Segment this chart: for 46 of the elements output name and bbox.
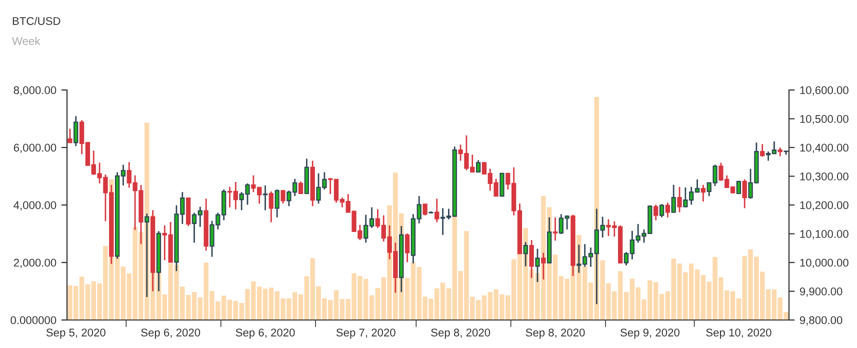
chart-subtitle: Week	[12, 36, 40, 45]
chart-title: BTC/USD	[12, 16, 60, 25]
candlestick	[74, 115, 78, 147]
candlestick	[268, 190, 274, 223]
y2-tick-label: 10,400.00	[800, 144, 848, 153]
candlestick	[552, 216, 558, 242]
x-tick-label: Sep 6, 2020	[236, 328, 295, 339]
candlestick	[742, 178, 747, 209]
candlestick	[700, 184, 706, 202]
x-tick-label: Sep 8, 2020	[431, 328, 490, 339]
candlestick	[298, 180, 304, 195]
x-tick-label: Sep 10, 2020	[706, 328, 772, 339]
y-tick-label: 8,000.00	[14, 86, 56, 96]
y-tick-label: 6,000.00	[14, 144, 56, 153]
y-tick-label: 2,000.00	[14, 258, 56, 268]
candlestick	[68, 128, 72, 144]
y2-tick-label: 10,200.00	[800, 201, 848, 210]
candlestick	[654, 204, 658, 221]
y2-tick-label: 10,000.00	[800, 258, 848, 268]
candlestick	[671, 184, 676, 214]
y2-tick-label: 10,300.00	[800, 172, 848, 182]
candlestick	[541, 252, 546, 280]
y2-tick-label: 10,500.00	[800, 115, 848, 124]
y-tick-label: 0.000000	[10, 316, 56, 324]
x-tick-label: Sep 9, 2020	[620, 328, 680, 339]
candlestick	[476, 159, 481, 173]
candlestick	[422, 203, 428, 216]
candlestick	[280, 189, 286, 204]
candlestick	[274, 188, 280, 218]
y2-tick-label: 10,100.00	[800, 230, 848, 240]
y2-tick-label: 9,900.00	[800, 288, 842, 297]
y2-tick-label: 10,600.00	[800, 86, 848, 96]
x-tick-label: Sep 6, 2020	[141, 328, 200, 339]
candlestick	[760, 143, 765, 158]
y2-tick-label: 9,800.00	[800, 316, 842, 326]
candlestick	[523, 241, 528, 267]
x-tick-label: Sep 5, 2020	[46, 328, 106, 339]
candlestick	[659, 203, 664, 218]
candlestick	[665, 202, 670, 218]
y-tick-label: 4,000.00	[14, 201, 56, 210]
candlestick	[677, 186, 682, 213]
x-tick-label: Sep 8, 2020	[526, 328, 585, 339]
candlestick	[434, 198, 440, 223]
candlestick	[262, 184, 268, 211]
candlestick	[404, 232, 410, 263]
x-tick-label: Sep 7, 2020	[336, 328, 396, 339]
